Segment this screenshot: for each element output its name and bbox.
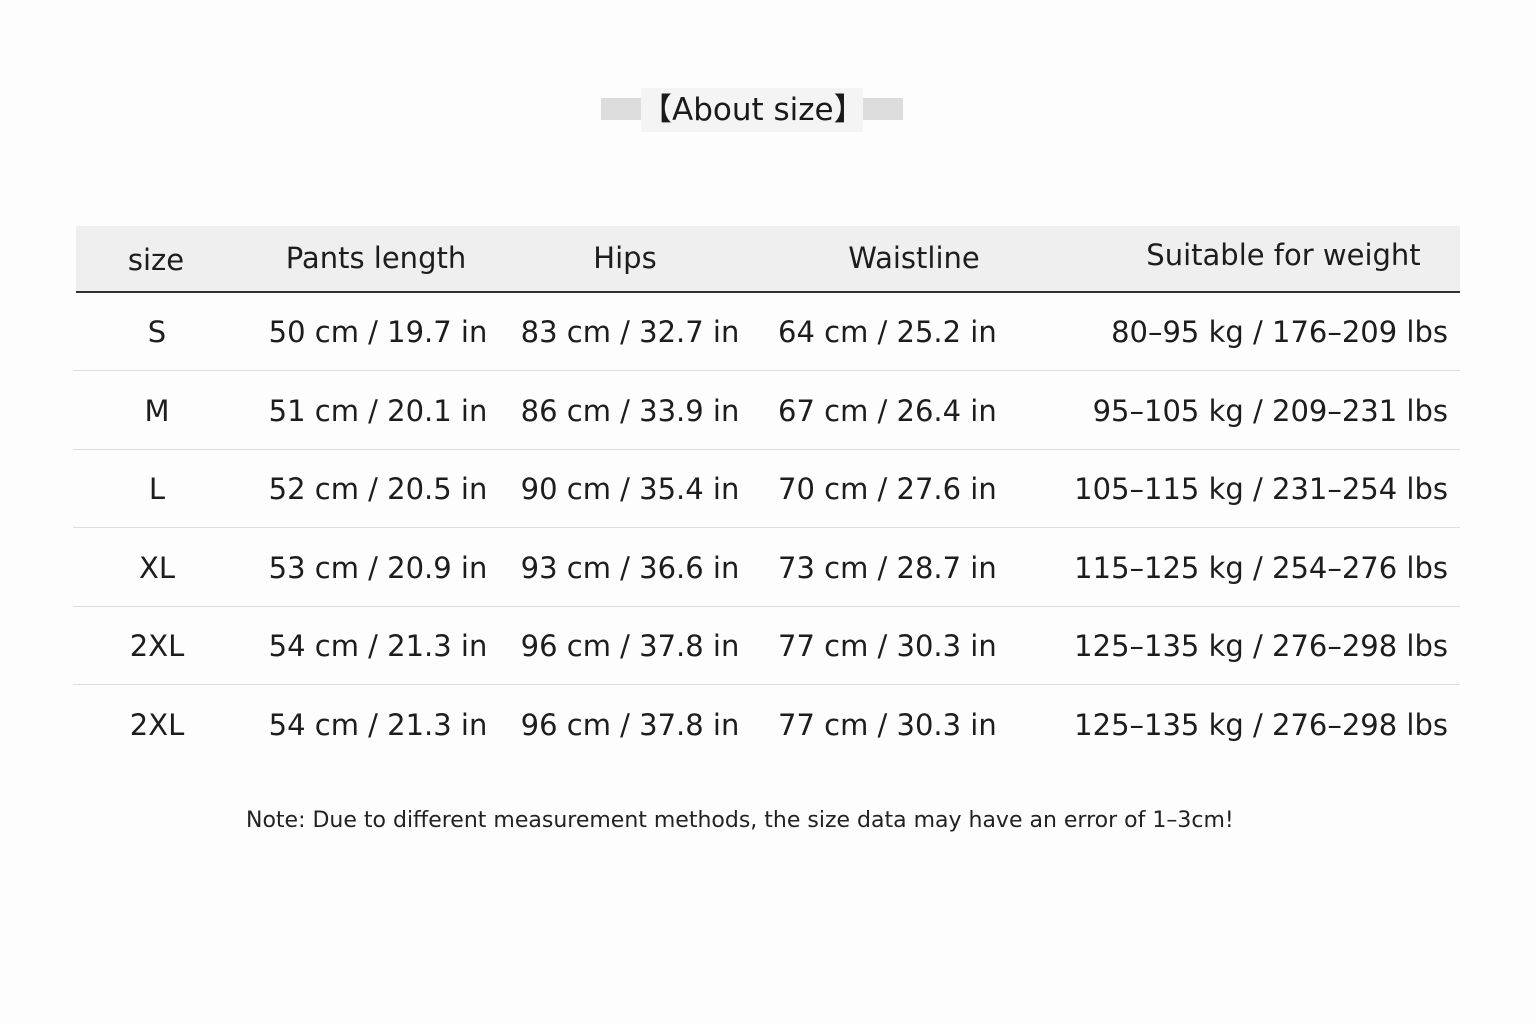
title-decoration-left <box>601 98 646 120</box>
cell-waistline: 77 cm / 30.3 in <box>778 629 997 663</box>
table-row: M 51 cm / 20.1 in 86 cm / 33.9 in 67 cm / 2… <box>73 372 1460 450</box>
cell-weight: 115–125 kg / 254–276 lbs <box>1074 550 1448 585</box>
title-banner: 【About size】 <box>601 88 903 132</box>
cell-waistline: 77 cm / 30.3 in <box>778 707 997 742</box>
cell-size: XL <box>138 550 176 585</box>
row-divider <box>73 605 1460 607</box>
cell-hips: 86 cm / 33.9 in <box>520 393 740 428</box>
cell-pants-length: 51 cm / 20.1 in <box>268 393 488 428</box>
cell-pants-length: 54 cm / 21.3 in <box>268 707 488 742</box>
cell-hips: 93 cm / 36.6 in <box>520 550 740 585</box>
cell-size: S <box>147 315 167 349</box>
note-text: Note: Due to different measurement metho… <box>246 808 1234 833</box>
header-pants-length: Pants length <box>285 241 467 275</box>
table-header: size Pants length Hips Waistline Suitabl… <box>76 226 1460 293</box>
cell-weight: 80–95 kg / 176–209 lbs <box>1111 315 1448 349</box>
row-divider <box>73 448 1460 450</box>
cell-pants-length: 50 cm / 19.7 in <box>268 315 488 349</box>
cell-hips: 96 cm / 37.8 in <box>520 707 740 742</box>
cell-waistline: 67 cm / 26.4 in <box>778 393 997 428</box>
row-divider <box>73 370 1460 371</box>
table-row: L 52 cm / 20.5 in 90 cm / 35.4 in 70 cm / 2… <box>73 450 1460 528</box>
table-row: XL 53 cm / 20.9 in 93 cm / 36.6 in 73 cm / … <box>73 529 1460 607</box>
cell-pants-length: 54 cm / 21.3 in <box>268 629 488 663</box>
cell-size: L <box>148 472 166 506</box>
header-waistline: Waistline <box>848 241 980 275</box>
table-row: 2XL 54 cm / 21.3 in 96 cm / 37.8 in 77 cm /… <box>73 686 1460 764</box>
table-row: 2XL 54 cm / 21.3 in 96 cm / 37.8 in 77 cm /… <box>73 607 1460 685</box>
cell-hips: 83 cm / 32.7 in <box>520 315 740 349</box>
header-weight: Suitable for weight <box>1146 238 1421 272</box>
cell-waistline: 73 cm / 28.7 in <box>778 550 997 585</box>
cell-hips: 90 cm / 35.4 in <box>520 472 740 506</box>
cell-weight: 95–105 kg / 209–231 lbs <box>1092 393 1448 428</box>
cell-waistline: 70 cm / 27.6 in <box>778 472 997 506</box>
cell-waistline: 64 cm / 25.2 in <box>778 315 997 349</box>
cell-pants-length: 53 cm / 20.9 in <box>268 550 488 585</box>
page-title: 【About size】 <box>641 88 865 132</box>
cell-weight: 125–135 kg / 276–298 lbs <box>1074 707 1448 742</box>
cell-pants-length: 52 cm / 20.5 in <box>268 472 488 506</box>
cell-size: 2XL <box>129 629 185 663</box>
cell-weight: 125–135 kg / 276–298 lbs <box>1074 629 1448 663</box>
header-hips: Hips <box>593 241 657 275</box>
cell-size: 2XL <box>129 707 185 742</box>
row-divider <box>73 527 1460 528</box>
table-row: S 50 cm / 19.7 in 83 cm / 32.7 in 64 cm / 2… <box>73 293 1460 371</box>
title-decoration-right <box>858 98 903 120</box>
cell-weight: 105–115 kg / 231–254 lbs <box>1074 472 1448 506</box>
header-size: size <box>127 243 185 277</box>
cell-hips: 96 cm / 37.8 in <box>520 629 740 663</box>
row-divider <box>73 684 1460 685</box>
cell-size: M <box>144 393 170 428</box>
